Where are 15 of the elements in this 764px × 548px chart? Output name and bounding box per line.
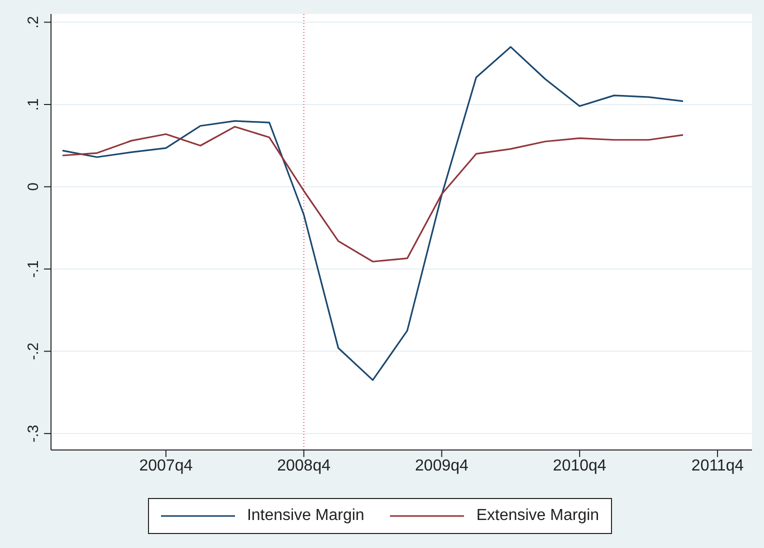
x-tick-label: 2007q4 xyxy=(139,457,193,474)
y-tick-label: .2 xyxy=(25,16,42,28)
line-series xyxy=(62,46,684,381)
y-tick-label: -.1 xyxy=(25,260,42,278)
y-tick-label: -.3 xyxy=(25,424,42,442)
x-tick-label: 2008q4 xyxy=(277,457,331,474)
x-tick-label: 2010q4 xyxy=(552,457,606,474)
y-tick-label: .1 xyxy=(25,98,42,111)
legend-label: Extensive Margin xyxy=(476,507,600,525)
line-series xyxy=(62,126,684,262)
y-tick-label: 0 xyxy=(25,182,42,191)
x-tick-label: 2009q4 xyxy=(415,457,469,474)
x-tick-label: 2011q4 xyxy=(691,457,744,474)
legend-label: Intensive Margin xyxy=(246,507,364,525)
y-tick-label: -.2 xyxy=(25,342,42,360)
